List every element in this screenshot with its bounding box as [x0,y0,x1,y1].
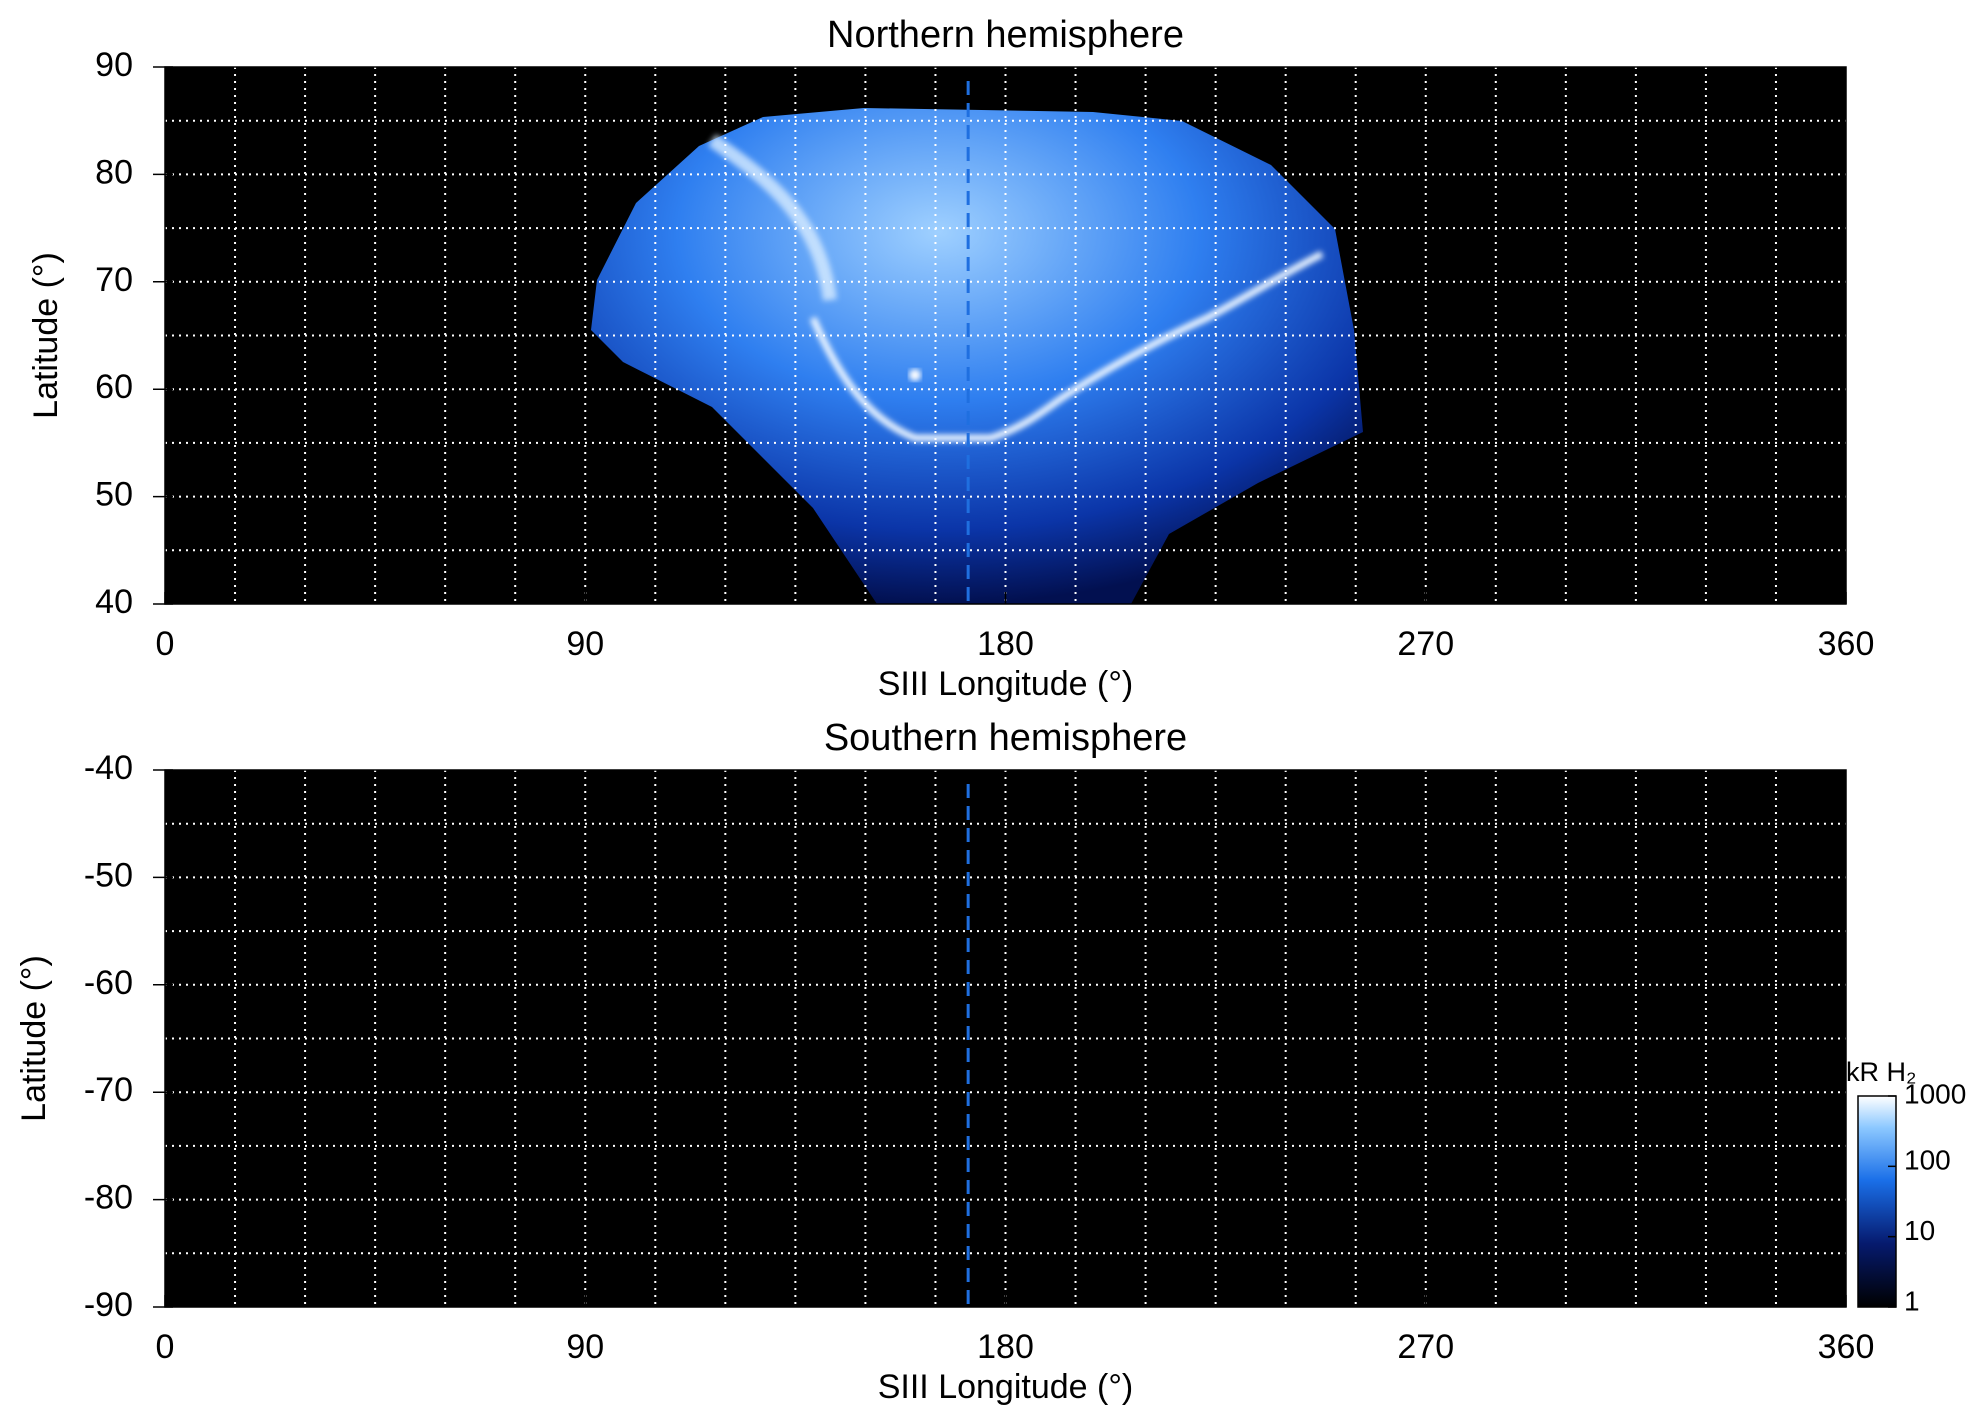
aurora-region [591,108,1363,604]
colorbar-label: kR H₂ [1846,1057,1916,1087]
aurora-arc [708,134,837,301]
colorbar-tick-label: 1 [1904,1285,1920,1316]
colorbar-tick-label: 100 [1904,1145,1951,1176]
x-axis-label: SIII Longitude (°) [878,665,1134,703]
y-tick-label: 40 [95,583,133,621]
x-tick-label: 0 [156,1328,175,1366]
aurora-oval [809,250,1324,442]
x-tick-label: 360 [1818,1328,1875,1366]
x-axis-label: SIII Longitude (°) [878,1368,1134,1406]
y-tick-label: -90 [84,1286,133,1324]
y-tick-label: -50 [84,856,133,894]
y-tick-label: -80 [84,1179,133,1217]
chart-title: Southern hemisphere [824,717,1187,759]
x-tick-label: 90 [566,625,604,663]
x-tick-label: 180 [977,625,1034,663]
x-tick-label: 360 [1818,625,1875,663]
y-tick-label: -70 [84,1071,133,1109]
y-tick-label: 70 [95,261,133,299]
colorbar-tick-label: 10 [1904,1215,1935,1246]
y-tick-label: 80 [95,153,133,191]
y-tick-label: 60 [95,368,133,406]
y-axis-label: Latitude (°) [27,252,65,419]
plots: 0 90 180 270 360 40 50 60 70 80 90 Northern hemisph… [15,14,1966,1406]
x-tick-label: 0 [156,625,175,663]
x-tick-label: 270 [1397,625,1454,663]
chart-title: Northern hemisphere [827,14,1184,56]
aurora-image [591,108,1363,604]
y-tick-label: -60 [84,964,133,1002]
y-axis-label: Latitude (°) [15,955,53,1122]
x-tick-label: 180 [977,1328,1034,1366]
x-tick-label: 90 [566,1328,604,1366]
colorbar [1857,1095,1897,1308]
colorbar-tick-label: 1000 [1904,1078,1966,1109]
y-tick-label: -40 [84,749,133,787]
y-tick-label: 90 [95,46,133,84]
x-tick-label: 270 [1397,1328,1454,1366]
aurora-spot [909,369,921,381]
y-tick-label: 50 [95,476,133,514]
